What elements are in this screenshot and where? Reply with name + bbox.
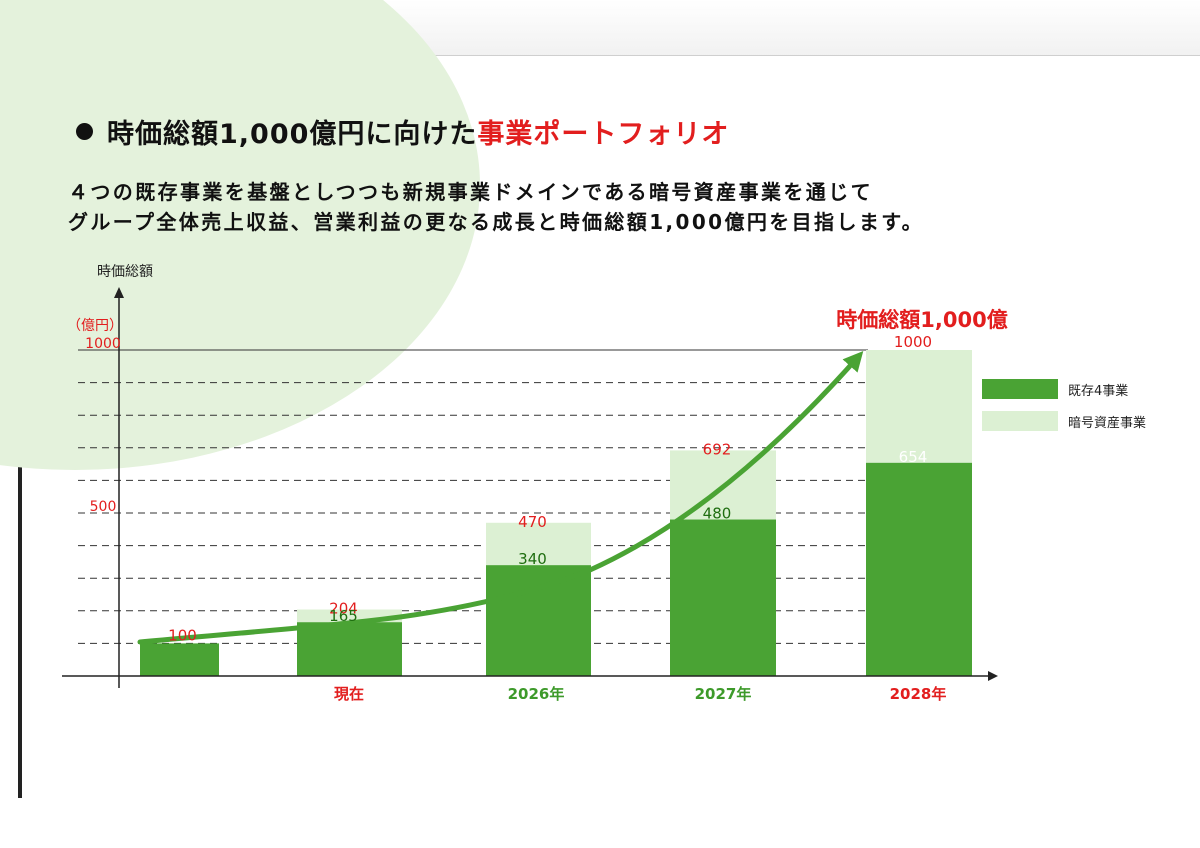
trend-arrow bbox=[137, 351, 864, 645]
legend-swatch-existing bbox=[982, 379, 1058, 399]
description-line-1: ４つの既存事業を基盤としつつも新規事業ドメインである暗号資産事業を通じて bbox=[68, 180, 873, 204]
legend-label-existing: 既存4事業 bbox=[1068, 383, 1128, 399]
base-label-0: 100 bbox=[168, 626, 197, 644]
bar-existing-1 bbox=[297, 622, 402, 676]
y-axis-label: 時価総額 bbox=[97, 264, 153, 280]
bar-crypto-2 bbox=[486, 522, 591, 566]
y-axis-arrow bbox=[114, 287, 124, 298]
bar-crypto-4 bbox=[866, 350, 972, 463]
base-label-3: 480 bbox=[703, 505, 732, 523]
y-tick-1000: 1000 bbox=[85, 336, 121, 352]
y-tick-500: 500 bbox=[90, 499, 117, 515]
description-line-2: グループ全体売上収益、営業利益の更なる成長と時価総額1,000億円を目指します。 bbox=[68, 210, 925, 234]
bar-existing-3 bbox=[670, 519, 776, 676]
total-label-3: 692 bbox=[703, 440, 732, 458]
category-label-3: 2027年 bbox=[695, 685, 752, 703]
annotation-label: 時価総額1,000億 bbox=[836, 308, 1007, 332]
bar-existing-2 bbox=[486, 565, 591, 676]
base-label-1: 165 bbox=[329, 607, 358, 625]
legend-swatch-crypto bbox=[982, 411, 1058, 431]
title-highlight: 事業ポートフォリオ bbox=[477, 119, 730, 150]
total-label-2: 470 bbox=[518, 513, 547, 531]
bar-existing-0 bbox=[140, 643, 219, 676]
page-title: 時価総額1,000億円に向けた事業ポートフォリオ bbox=[76, 112, 729, 151]
x-axis-arrow bbox=[988, 671, 998, 681]
total-label-1: 204 bbox=[329, 599, 358, 617]
top-divider bbox=[22, 55, 1200, 56]
title-prefix: 時価総額1,000億円に向けた bbox=[107, 119, 478, 150]
bullet-icon bbox=[76, 123, 93, 140]
base-label-4: 654 bbox=[899, 448, 928, 466]
total-label-4: 1000 bbox=[894, 333, 932, 351]
y-axis-unit: （億円） bbox=[67, 318, 123, 334]
legend-label-crypto: 暗号資産事業 bbox=[1068, 415, 1146, 431]
category-label-1: 現在 bbox=[334, 685, 364, 703]
bar-existing-4 bbox=[866, 462, 972, 676]
base-label-2: 340 bbox=[518, 550, 547, 568]
category-label-2: 2026年 bbox=[508, 685, 565, 703]
category-label-4: 2028年 bbox=[890, 685, 947, 703]
